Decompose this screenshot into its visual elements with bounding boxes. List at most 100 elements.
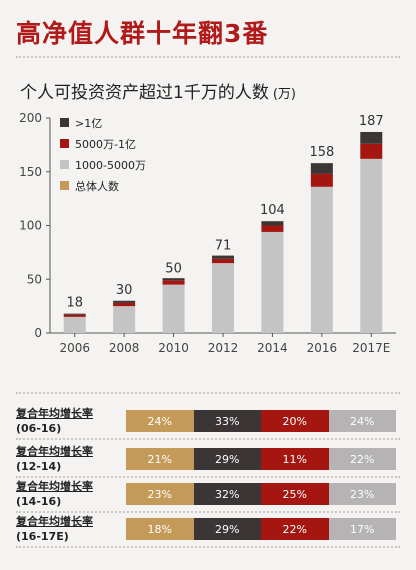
- bar-segment: [212, 263, 234, 333]
- bar-segment: [360, 131, 383, 144]
- legend-item: 1000-5000万: [60, 154, 146, 175]
- growth-rate-segment: 18%: [126, 518, 194, 540]
- growth-rate-row: 复合年均增长率 (06-16) 24% 33% 20% 24%: [14, 404, 404, 440]
- growth-rate-segment: 24%: [126, 410, 194, 432]
- growth-rate-label-title: 复合年均增长率: [16, 407, 93, 420]
- chart-subtitle: 个人可投资资产超过1千万的人数 (万): [20, 78, 296, 103]
- legend-label: 总体人数: [75, 179, 119, 193]
- bar-segment: [162, 284, 185, 333]
- bar-segment: [212, 255, 234, 259]
- growth-rate-segment: 11%: [261, 448, 329, 470]
- bar-segment: [162, 278, 185, 281]
- growth-rate-row: 复合年均增长率 (16-17E) 18% 29% 22% 17%: [14, 512, 404, 548]
- legend-label: >1亿: [75, 116, 103, 130]
- y-tick-label: 100: [19, 219, 42, 233]
- y-tick-label: 50: [27, 272, 42, 286]
- chart-legend: >1亿 5000万-1亿 1000-5000万 总体人数: [60, 112, 146, 196]
- bar-segment: [261, 231, 284, 333]
- bar-segment: [113, 300, 136, 303]
- growth-rate-label-title: 复合年均增长率: [16, 515, 93, 528]
- section-divider: [16, 392, 400, 394]
- row-divider: [16, 546, 400, 548]
- row-divider: [16, 438, 400, 440]
- bar-chart: 0 50 100 150 200 2006 18 2008 30 2010 50 2012 71 2014…: [19, 111, 396, 355]
- legend-swatch: [60, 139, 69, 148]
- x-tick-label: 2017E: [352, 341, 390, 355]
- legend-swatch: [60, 160, 69, 169]
- legend-label: 1000-5000万: [75, 158, 146, 172]
- growth-rate-label: 复合年均增长率 (14-16): [16, 479, 116, 509]
- legend-item: >1亿: [60, 112, 146, 133]
- x-tick-label: 2016: [307, 341, 338, 355]
- data-label-total: 18: [66, 296, 83, 311]
- bar-segment: [63, 314, 86, 317]
- growth-rate-label-period: (16-17E): [16, 530, 69, 543]
- x-tick-label: 2006: [59, 341, 90, 355]
- y-tick-label: 200: [19, 111, 42, 125]
- growth-rate-segment: 32%: [193, 483, 261, 505]
- growth-rate-segment: 29%: [193, 448, 261, 470]
- growth-rate-bar: 18% 29% 22% 17%: [126, 518, 396, 540]
- bar-segment: [63, 313, 86, 315]
- growth-rate-segment: 20%: [261, 410, 329, 432]
- data-label-total: 50: [165, 261, 182, 276]
- data-label-total: 104: [260, 203, 285, 218]
- legend-label: 5000万-1亿: [75, 137, 136, 151]
- growth-rate-label-title: 复合年均增长率: [16, 480, 93, 493]
- bar-segment: [261, 221, 284, 226]
- x-tick-label: 2010: [158, 341, 189, 355]
- x-tick-label: 2012: [208, 341, 239, 355]
- growth-rate-row: 复合年均增长率 (12-14) 21% 29% 11% 22%: [14, 442, 404, 478]
- growth-rate-segment: 23%: [328, 483, 396, 505]
- bar-segment: [261, 225, 284, 232]
- growth-rate-bar: 21% 29% 11% 22%: [126, 448, 396, 470]
- subtitle-text: 个人可投资资产超过1千万的人数: [20, 83, 269, 103]
- x-tick-label: 2014: [257, 341, 288, 355]
- growth-rate-bar: 23% 32% 25% 23%: [126, 483, 396, 505]
- data-label-total: 187: [359, 114, 384, 129]
- growth-rate-label: 复合年均增长率 (12-14): [16, 444, 116, 474]
- bar-segment: [63, 316, 86, 333]
- title-divider: [16, 56, 400, 58]
- growth-rate-segment: 22%: [328, 448, 396, 470]
- growth-rate-segment: 24%: [328, 410, 396, 432]
- legend-item: 总体人数: [60, 175, 146, 196]
- growth-rate-segment: 23%: [126, 483, 194, 505]
- page-title: 高净值人群十年翻3番: [16, 19, 269, 48]
- row-divider: [16, 511, 400, 513]
- y-tick-label: 150: [19, 165, 42, 179]
- growth-rate-label-period: (14-16): [16, 495, 62, 508]
- subtitle-unit: (万): [272, 87, 296, 102]
- growth-rate-label-period: (06-16): [16, 422, 62, 435]
- growth-rate-segment: 29%: [193, 518, 261, 540]
- legend-swatch: [60, 118, 69, 127]
- legend-item: 5000万-1亿: [60, 133, 146, 154]
- bar-segment: [162, 280, 185, 285]
- growth-rate-label-period: (12-14): [16, 460, 62, 473]
- bar-segment: [310, 186, 333, 333]
- bar-segment: [310, 163, 333, 174]
- growth-rate-segment: 25%: [261, 483, 329, 505]
- growth-rate-label-title: 复合年均增长率: [16, 445, 93, 458]
- growth-rate-segment: 21%: [126, 448, 194, 470]
- growth-rate-row: 复合年均增长率 (14-16) 23% 32% 25% 23%: [14, 477, 404, 513]
- growth-rate-bar: 24% 33% 20% 24%: [126, 410, 396, 432]
- x-tick-label: 2008: [109, 341, 140, 355]
- growth-rate-segment: 33%: [193, 410, 261, 432]
- data-label-total: 158: [309, 145, 334, 160]
- bar-segment: [212, 258, 234, 264]
- bar-segment: [360, 143, 383, 159]
- growth-rate-label: 复合年均增长率 (16-17E): [16, 514, 116, 544]
- row-divider: [16, 476, 400, 478]
- data-label-total: 30: [116, 283, 133, 298]
- bar-segment: [360, 158, 383, 333]
- bar-segment: [310, 173, 333, 187]
- growth-rate-label: 复合年均增长率 (06-16): [16, 406, 116, 436]
- growth-rate-segment: 17%: [328, 518, 396, 540]
- legend-swatch: [60, 181, 69, 190]
- bar-segment: [113, 306, 136, 333]
- y-tick-label: 0: [34, 326, 42, 340]
- growth-rate-segment: 22%: [261, 518, 329, 540]
- bar-segment: [113, 302, 136, 307]
- data-label-total: 71: [215, 239, 232, 254]
